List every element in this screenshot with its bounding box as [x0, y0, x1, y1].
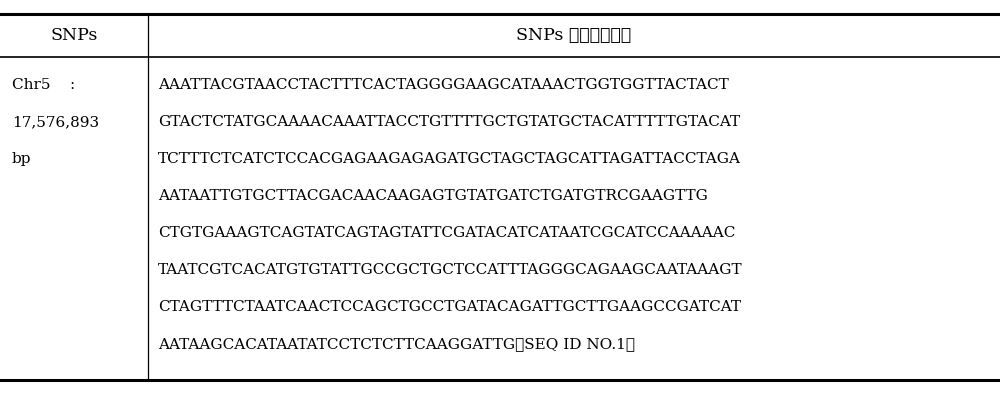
Text: bp: bp: [12, 152, 32, 166]
Text: CTAGTTTCTAATCAACTCCAGCTGCCTGATACAGATTGCTTGAAGCCGATCAT: CTAGTTTCTAATCAACTCCAGCTGCCTGATACAGATTGCT…: [158, 300, 741, 314]
Text: GTACTCTATGCAAAACAAATTACCTGTTTTGCTGTATGCTACATTTTTGTACAT: GTACTCTATGCAAAACAAATTACCTGTTTTGCTGTATGCT…: [158, 115, 740, 129]
Text: CTGTGAAAGTCAGTATCAGTAGTATTCGATACATCATAATCGCATCCAAAAAC: CTGTGAAAGTCAGTATCAGTAGTATTCGATACATCATAAT…: [158, 226, 735, 240]
Text: SNPs 旁侧序列信息: SNPs 旁侧序列信息: [516, 27, 632, 44]
Text: Chr5    :: Chr5 :: [12, 78, 75, 93]
Text: AATAAGCACATAATATCCTCTCTTCAAGGATTG（SEQ ID NO.1）: AATAAGCACATAATATCCTCTCTTCAAGGATTG（SEQ ID…: [158, 337, 635, 351]
Text: SNPs: SNPs: [50, 27, 98, 44]
Text: TAATCGTCACATGTGTATTGCCGCTGCTCCATTTAGGGCAGAAGCAATAAAGT: TAATCGTCACATGTGTATTGCCGCTGCTCCATTTAGGGCA…: [158, 263, 743, 277]
Text: AATAATTGTGCTTACGACAACAAGAGTGTATGATCTGATGTRCGAAGTTG: AATAATTGTGCTTACGACAACAAGAGTGTATGATCTGATG…: [158, 189, 708, 203]
Text: 17,576,893: 17,576,893: [12, 115, 99, 129]
Text: AAATTACGTAACCTACTTTCACTAGGGGAAGCATAAACTGGTGGTTACTACT: AAATTACGTAACCTACTTTCACTAGGGGAAGCATAAACTG…: [158, 78, 729, 93]
Text: TCTTTCTCATCTCCACGAGAAGAGAGATGCTAGCTAGCATTAGATTACCTAGA: TCTTTCTCATCTCCACGAGAAGAGAGATGCTAGCTAGCAT…: [158, 152, 741, 166]
